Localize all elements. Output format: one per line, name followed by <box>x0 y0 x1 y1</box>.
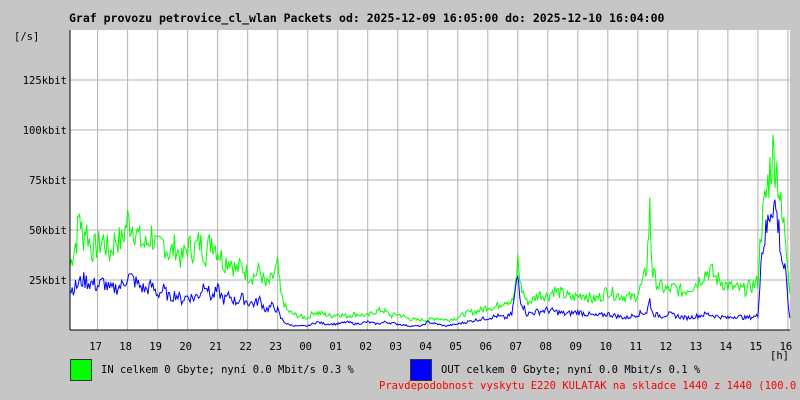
x-tick-label: 17 <box>89 341 102 353</box>
x-tick-label: 01 <box>329 341 342 353</box>
legend-out-swatch <box>410 359 432 381</box>
y-tick-label: 100kbit <box>23 125 67 137</box>
traffic-chart: 25kbit 50kbit 75kbit 100kbit 125kbit 17 18 19 20… <box>23 30 793 353</box>
x-tick-label: 18 <box>119 341 132 353</box>
x-tick-label: 03 <box>389 341 402 353</box>
x-tick-label: 07 <box>509 341 522 353</box>
x-tick-label: 12 <box>660 341 673 353</box>
legend-in-label: IN celkem 0 Gbyte; nyní 0.0 Mbit/s 0.3 % <box>101 364 354 376</box>
x-tick-label: 13 <box>690 341 703 353</box>
probability-footer: Pravdepodobnost vyskytu E220 KULATAK na … <box>379 380 800 392</box>
x-tick-label: 21 <box>209 341 222 353</box>
y-tick-label: 125kbit <box>23 75 67 87</box>
x-tick-label: 11 <box>630 341 643 353</box>
x-tick-label: 20 <box>179 341 192 353</box>
x-tick-label: 16 <box>780 341 793 353</box>
y-axis-unit: [/s] <box>14 31 40 43</box>
y-tick-label: 50kbit <box>29 225 67 237</box>
legend-in-swatch <box>70 359 92 381</box>
series-line-out <box>69 199 791 328</box>
x-tick-label: 10 <box>599 341 612 353</box>
x-tick-label: 04 <box>419 341 432 353</box>
y-tick-label: 75kbit <box>29 175 67 187</box>
legend-in: IN celkem 0 Gbyte; nyní 0.0 Mbit/s 0.3 % <box>70 359 354 381</box>
x-tick-label: 08 <box>539 341 552 353</box>
x-tick-label: 00 <box>299 341 312 353</box>
x-tick-label: 14 <box>720 341 733 353</box>
x-tick-label: 23 <box>269 341 282 353</box>
x-tick-label: 09 <box>569 341 582 353</box>
y-tick-label: 25kbit <box>29 275 67 287</box>
legend-out: OUT celkem 0 Gbyte; nyní 0.0 Mbit/s 0.1 … <box>410 359 700 381</box>
x-tick-label: 02 <box>359 341 372 353</box>
x-tick-label: 15 <box>750 341 763 353</box>
x-tick-label: 05 <box>449 341 462 353</box>
x-tick-label: 22 <box>239 341 252 353</box>
chart-title: Graf provozu petrovice_cl_wlan Packets o… <box>69 11 665 25</box>
x-tick-label: 06 <box>479 341 492 353</box>
series-line-in <box>69 134 791 323</box>
x-axis-unit: [h] <box>770 350 789 362</box>
x-tick-label: 19 <box>149 341 162 353</box>
legend-out-label: OUT celkem 0 Gbyte; nyní 0.0 Mbit/s 0.1 … <box>441 364 701 376</box>
